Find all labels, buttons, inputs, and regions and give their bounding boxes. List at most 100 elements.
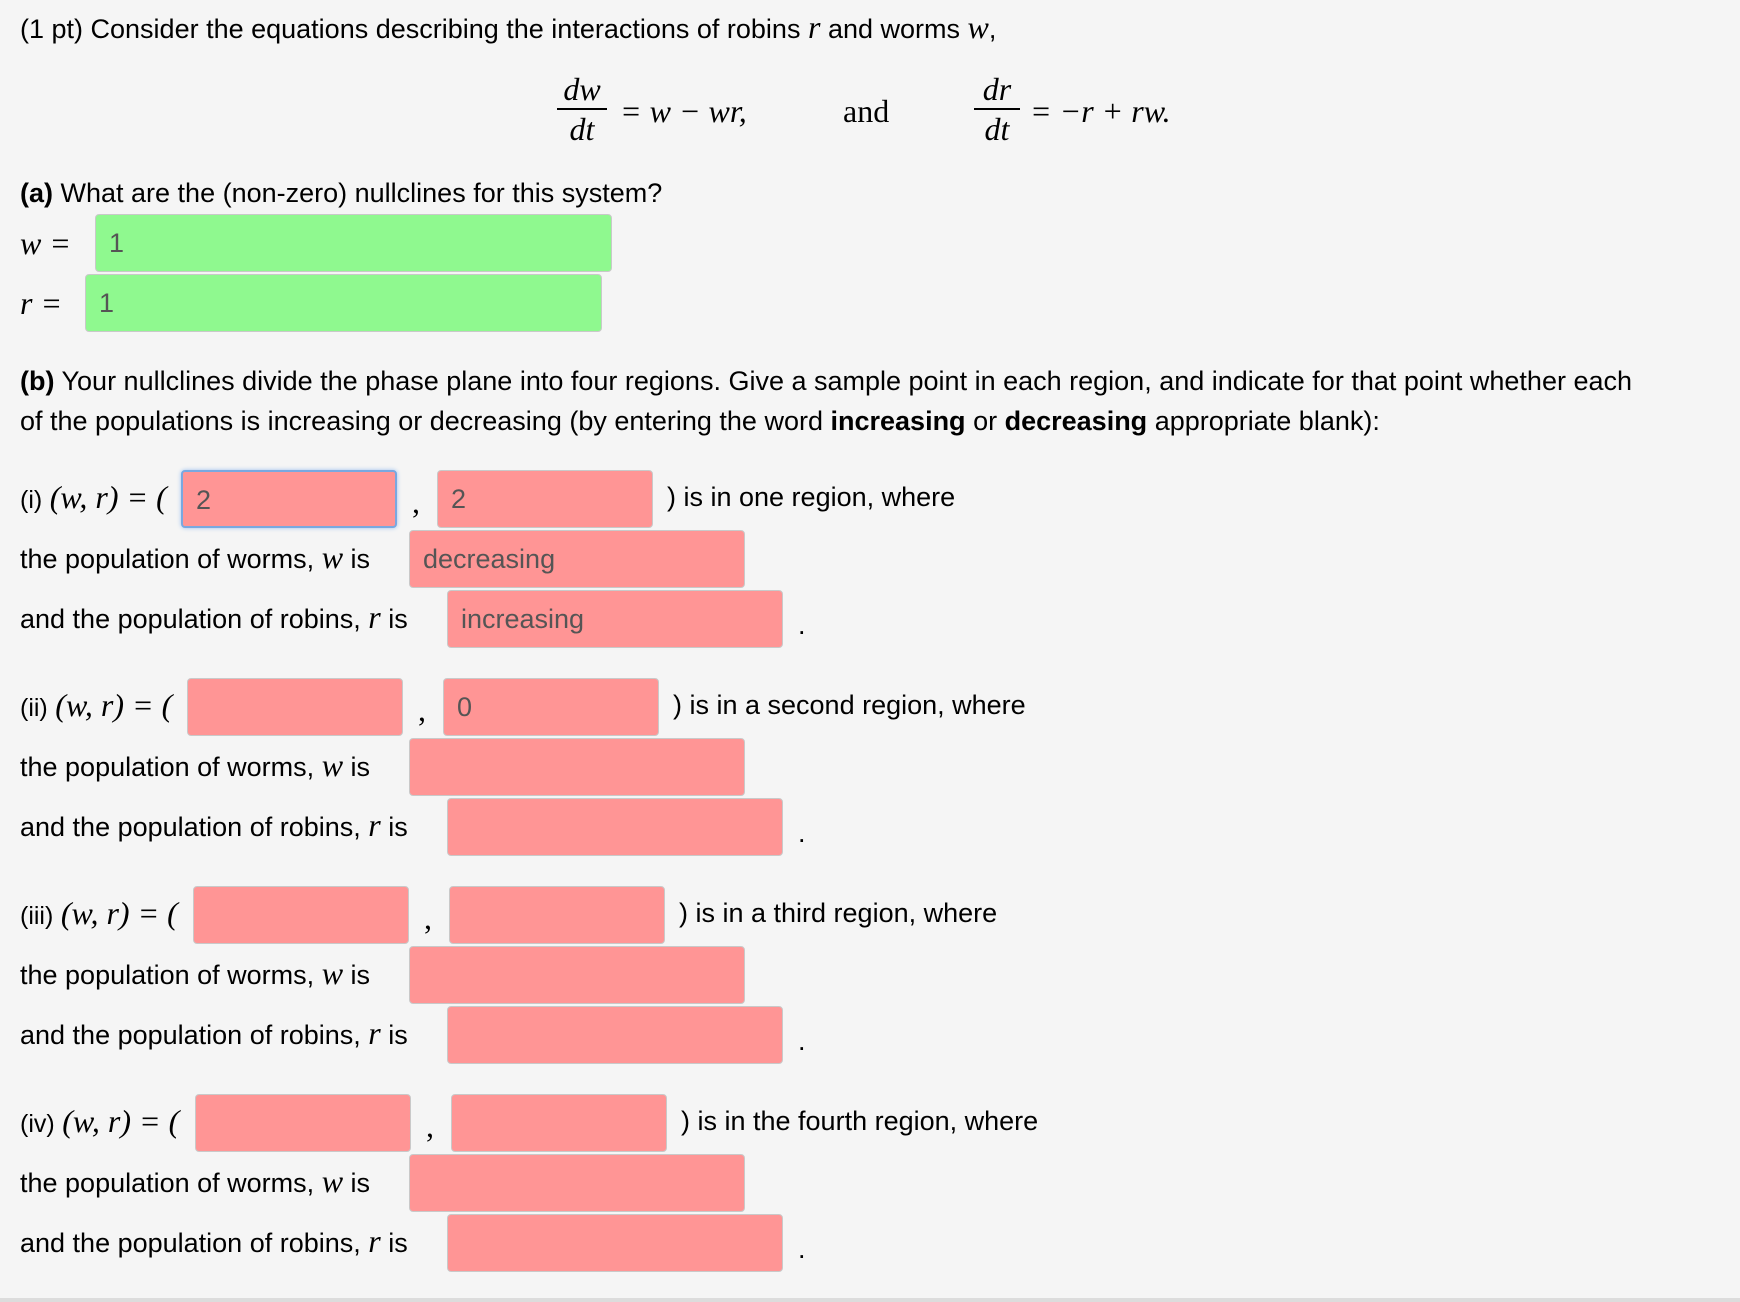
region-2-prompt: (ii) (w, r) = ( [20, 688, 172, 725]
bottom-divider [0, 1298, 1740, 1302]
region-4-period: . [798, 1234, 806, 1264]
robins-is: is [388, 1020, 408, 1050]
region-1-worms-label: the population of worms, w is [20, 540, 370, 576]
worms-label-text: the population of worms, [20, 1168, 315, 1198]
part-a-label: (a) [20, 178, 53, 208]
region-4-r-input[interactable] [451, 1094, 667, 1152]
region-1-w-input[interactable]: 2 [181, 470, 397, 528]
eq2-numerator: dr [982, 71, 1012, 107]
region-2-robins-label: and the population of robins, r is [20, 808, 408, 844]
part-a-question: (a) What are the (non-zero) nullclines f… [20, 176, 662, 210]
region-3-w-input[interactable] [193, 886, 409, 944]
worms-is: is [350, 1168, 371, 1198]
bold-increasing: increasing [830, 406, 966, 436]
region-4-worms-input[interactable] [409, 1154, 745, 1212]
intro-suffix: , [988, 14, 997, 44]
worms-label-text: the population of worms, [20, 752, 315, 782]
region-1-robins-input[interactable]: increasing [447, 590, 783, 648]
part-b-text-2b: appropriate blank): [1154, 406, 1380, 436]
part-b-line2: of the populations is increasing or decr… [20, 404, 1380, 438]
bold-decreasing: decreasing [1004, 406, 1148, 436]
eq2-denominator: dt [984, 111, 1010, 147]
region-3-tuple: (w, r) = ( [60, 895, 178, 931]
robins-is: is [388, 1228, 408, 1258]
region-4-prompt: (iv) (w, r) = ( [20, 1104, 179, 1141]
region-2-w-input[interactable] [187, 678, 403, 736]
eq1-rhs: = w − wr, [620, 93, 747, 129]
region-3-r-input[interactable] [449, 886, 665, 944]
r-nullcline-input[interactable]: 1 [85, 274, 602, 332]
region-3-prompt: (iii) (w, r) = ( [20, 896, 178, 933]
region-3-robins-input[interactable] [447, 1006, 783, 1064]
region-3-worms-label: the population of worms, w is [20, 956, 370, 992]
worms-is: is [350, 544, 371, 574]
region-4-comma: , [426, 1108, 434, 1144]
region-4-tuple: (w, r) = ( [62, 1103, 180, 1139]
region-2-label: (ii) [20, 694, 48, 722]
worms-var: w [321, 1163, 344, 1199]
worms-var: w [321, 955, 344, 991]
worms-is: is [350, 960, 371, 990]
dw-dt-fraction: dw dt [557, 70, 607, 148]
intro-var-r: r [807, 9, 821, 45]
worms-label-text: the population of worms, [20, 544, 315, 574]
worms-is: is [350, 752, 371, 782]
part-b-or: or [973, 406, 998, 436]
problem-intro: (1 pt) Consider the equations describing… [20, 10, 996, 46]
region-4-robins-label: and the population of robins, r is [20, 1224, 408, 1260]
robins-var: r [368, 1015, 381, 1051]
worms-label-text: the population of worms, [20, 960, 315, 990]
region-1-robins-label: and the population of robins, r is [20, 600, 408, 636]
eq1-denominator: dt [569, 111, 595, 147]
region-3-suffix: ) is in a third region, where [679, 898, 998, 928]
part-a-text: What are the (non-zero) nullclines for t… [60, 178, 663, 208]
robins-label-text: and the population of robins, [20, 1020, 361, 1050]
region-1-r-input[interactable]: 2 [437, 470, 653, 528]
region-2-tuple: (w, r) = ( [55, 687, 173, 723]
intro-prefix: (1 pt) Consider the equations describing… [20, 14, 801, 44]
region-2-period: . [798, 818, 806, 848]
region-1-worms-input[interactable]: decreasing [409, 530, 745, 588]
w-nullcline-input[interactable]: 1 [95, 214, 612, 272]
region-2-robins-input[interactable] [447, 798, 783, 856]
robins-var: r [368, 599, 381, 635]
eq2-fraction-bar [974, 108, 1020, 110]
region-2-worms-label: the population of worms, w is [20, 748, 370, 784]
robins-var: r [368, 807, 381, 843]
robins-is: is [388, 812, 408, 842]
region-2-r-input[interactable]: 0 [443, 678, 659, 736]
region-4-w-input[interactable] [195, 1094, 411, 1152]
region-1-comma: , [412, 484, 420, 520]
region-2-worms-input[interactable] [409, 738, 745, 796]
robins-label-text: and the population of robins, [20, 604, 361, 634]
dr-dt-fraction: dr dt [974, 70, 1020, 148]
region-4-worms-label: the population of worms, w is [20, 1164, 370, 1200]
region-3-label: (iii) [20, 902, 54, 930]
region-1-period: . [798, 610, 806, 640]
r-nullcline-label: r = [20, 285, 63, 321]
worms-var: w [321, 747, 344, 783]
w-nullcline-label: w = [20, 225, 71, 261]
region-4-label: (iv) [20, 1110, 55, 1138]
robins-label-text: and the population of robins, [20, 1228, 361, 1258]
region-1-label: (i) [20, 486, 43, 514]
region-3-period: . [798, 1026, 806, 1056]
region-4-robins-input[interactable] [447, 1214, 783, 1272]
region-1-suffix: ) is in one region, where [667, 482, 956, 512]
region-2-comma: , [418, 692, 426, 728]
region-4-suffix: ) is in the fourth region, where [681, 1106, 1039, 1136]
robins-label-text: and the population of robins, [20, 812, 361, 842]
robins-var: r [368, 1223, 381, 1259]
worms-var: w [321, 539, 344, 575]
region-3-worms-input[interactable] [409, 946, 745, 1004]
part-b-line1: (b) Your nullclines divide the phase pla… [20, 364, 1632, 398]
region-1-tuple: (w, r) = ( [49, 479, 167, 515]
part-b-text-2a: of the populations is increasing or decr… [20, 406, 823, 436]
region-1-prompt: (i) (w, r) = ( [20, 480, 167, 517]
region-3-robins-label: and the population of robins, r is [20, 1016, 408, 1052]
part-b-text-1: Your nullclines divide the phase plane i… [61, 366, 1633, 396]
eq1-fraction-bar [557, 108, 607, 110]
region-3-comma: , [424, 900, 432, 936]
region-2-suffix: ) is in a second region, where [673, 690, 1026, 720]
